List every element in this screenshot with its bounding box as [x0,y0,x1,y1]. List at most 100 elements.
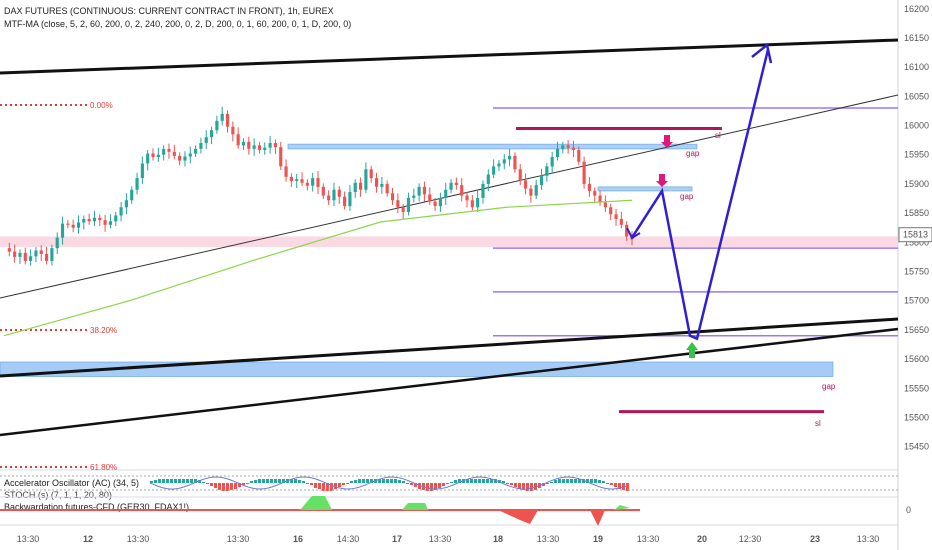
ac-bar [610,483,613,485]
candle-body [231,126,235,135]
trendline-upper [0,38,899,75]
candle-body [194,148,198,154]
ac-bar [398,480,401,483]
ac-bar [222,483,225,491]
candle-body [609,207,613,215]
candle-body [369,169,373,179]
candle-body [358,182,363,190]
ac-bar [602,481,605,483]
ac-bar [394,479,397,483]
ac-bar [618,483,621,489]
x-tick-label: 13:30 [17,534,40,544]
candle-body [305,182,309,186]
candle-body [619,218,623,225]
candle-body [225,113,230,127]
ac-bar [582,479,585,483]
candle-body [337,189,341,197]
candle-body [401,207,405,212]
ac-bar [342,483,345,485]
ac-bar [242,483,245,485]
candle-body [390,193,395,201]
x-tick-label: 13:30 [537,534,560,544]
backwardation-legend: Backwardation,futures-CFD (GER30, FDAX1!… [4,502,190,512]
ac-bar [522,483,525,490]
ac-bar [326,483,329,491]
candle-body [555,148,560,158]
x-tick-label: 19 [593,534,603,544]
ac-bar [182,479,185,483]
ac-bar [478,479,481,483]
ac-bar [278,479,281,483]
candle-body [220,113,224,121]
ac-bar [202,482,205,483]
ac-bar [382,479,385,483]
ac-bar [626,483,629,491]
ac-bar [446,483,449,484]
ac-bar [434,483,437,490]
ac-bar [298,480,301,483]
candle-body [327,195,331,201]
ac-bar [238,483,241,487]
sell-arrow-marker [661,142,673,148]
ac-bar [454,480,457,483]
annotation-label: sl [715,131,721,140]
ac-bar [290,479,293,483]
candle-body [252,145,256,149]
ac-bar [338,483,341,487]
ac-bar [258,479,261,483]
x-tick-label: 13:30 [429,534,452,544]
candle-body [428,194,432,202]
sell-arrow-marker [659,174,665,181]
ac-bar [218,483,221,490]
candle-body [76,222,81,228]
fib-label: 38.20% [90,326,117,335]
x-tick-label: 20 [697,534,707,544]
ac-bar [526,483,529,491]
y-tick-label: 15450 [904,442,929,452]
ac-bar [150,481,153,483]
ac-bar [166,479,169,483]
candle-body [603,202,607,208]
candle-body [199,143,203,149]
backwardation-zero-tick: 0 [906,505,911,515]
candle-body [34,250,38,257]
ac-bar [362,479,365,483]
ac-bar [506,483,509,484]
trendline-mid [0,317,899,378]
candle-body [513,155,517,170]
candle-body [55,237,59,249]
y-tick-label: 15500 [904,412,929,422]
candle-body [470,200,474,208]
ac-bar [466,479,469,483]
projection-arrowhead [751,42,773,64]
x-tick-label: 18 [493,534,503,544]
ac-bar [154,480,157,483]
candle-body [465,195,469,201]
ac-bar [378,479,381,483]
y-tick-label: 15600 [904,354,929,364]
x-tick-label: 16 [293,534,303,544]
resistance-zone [287,143,698,150]
candle-body [343,196,347,207]
x-tick-label: 13:30 [857,534,880,544]
y-tick-label: 15850 [904,208,929,218]
x-tick-label: 14:30 [337,534,360,544]
candle-body [60,223,65,238]
annotation-label: gap [686,149,700,158]
candle-body [433,201,437,207]
demand-zone [0,361,834,378]
ac-bar [438,483,441,488]
ac-bar [442,483,445,486]
y-tick-label: 16100 [904,62,929,72]
candle-body [167,148,171,152]
ac-bar [302,481,305,483]
ac-bar [566,479,569,483]
candle-body [481,183,485,198]
candle-body [151,153,155,158]
annotation-label: gap [822,382,836,391]
candle-body [577,150,581,162]
y-tick-label: 15900 [904,179,929,189]
buy-arrow-marker [686,342,698,350]
ac-bar [570,479,573,483]
